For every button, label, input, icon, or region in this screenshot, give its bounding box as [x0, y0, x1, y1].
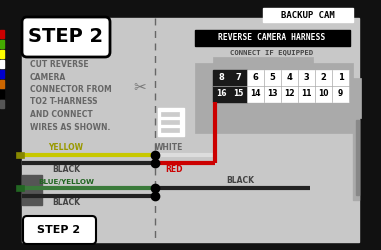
Text: 15: 15 [233, 90, 244, 98]
Text: REVERSE CAMERA HARNESS: REVERSE CAMERA HARNESS [218, 34, 326, 42]
Text: BACKUP CAM: BACKUP CAM [281, 11, 335, 20]
FancyBboxPatch shape [22, 17, 110, 57]
Text: STEP 2: STEP 2 [29, 28, 104, 46]
Bar [158, 108, 184, 136]
Bar [0, 60, 4, 68]
Bar [0, 242, 381, 250]
Bar [195, 30, 350, 46]
Bar [353, 115, 359, 200]
Bar [0, 0, 381, 8]
Bar [161, 120, 179, 124]
Text: 14: 14 [250, 90, 261, 98]
Bar [356, 120, 359, 195]
Bar [359, 0, 381, 250]
Text: 7: 7 [235, 74, 242, 82]
Bar [213, 63, 353, 133]
Bar [161, 128, 179, 132]
Text: 2: 2 [320, 74, 327, 82]
Text: CONNECT IF EQUIPPED: CONNECT IF EQUIPPED [231, 49, 314, 55]
Text: BLACK: BLACK [52, 165, 80, 174]
Text: BLUE/YELLOW: BLUE/YELLOW [38, 179, 94, 185]
Bar [247, 70, 349, 102]
Bar [16, 152, 24, 158]
Text: 9: 9 [338, 90, 343, 98]
Bar [22, 175, 42, 205]
Text: YELLOW: YELLOW [48, 143, 83, 152]
Text: 12: 12 [284, 90, 295, 98]
Text: STEP 2: STEP 2 [37, 225, 80, 235]
Text: 6: 6 [253, 74, 258, 82]
Text: 1: 1 [338, 74, 343, 82]
Bar [0, 0, 22, 250]
Text: BLACK: BLACK [226, 176, 254, 185]
Bar [0, 40, 4, 48]
Text: 8: 8 [219, 74, 224, 82]
Text: 16: 16 [216, 90, 227, 98]
Bar [264, 9, 352, 21]
Bar [0, 90, 4, 98]
Bar [353, 78, 361, 118]
Bar [213, 70, 247, 102]
Bar [0, 50, 4, 58]
Text: 11: 11 [301, 90, 312, 98]
FancyBboxPatch shape [23, 216, 96, 244]
Bar [0, 80, 4, 88]
Bar [22, 18, 359, 242]
Text: ✂: ✂ [134, 80, 146, 96]
Bar [16, 185, 24, 191]
Bar [0, 70, 4, 78]
Text: WHITE: WHITE [155, 143, 183, 152]
Text: 4: 4 [287, 74, 293, 82]
Bar [195, 63, 215, 133]
Text: 3: 3 [304, 74, 309, 82]
Bar [0, 30, 4, 38]
Text: BLACK: BLACK [52, 198, 80, 207]
Text: 5: 5 [270, 74, 275, 82]
Bar [22, 8, 359, 18]
Bar [0, 100, 4, 108]
Bar [263, 8, 353, 22]
Text: 13: 13 [267, 90, 278, 98]
Text: CUT REVERSE
CAMERA
CONNECTOR FROM
TO2 T-HARNESS
AND CONNECT
WIRES AS SHOWN.: CUT REVERSE CAMERA CONNECTOR FROM TO2 T-… [30, 60, 112, 132]
Bar [161, 112, 179, 116]
Text: RED: RED [165, 165, 183, 174]
Bar [213, 57, 313, 65]
Text: 10: 10 [318, 90, 329, 98]
